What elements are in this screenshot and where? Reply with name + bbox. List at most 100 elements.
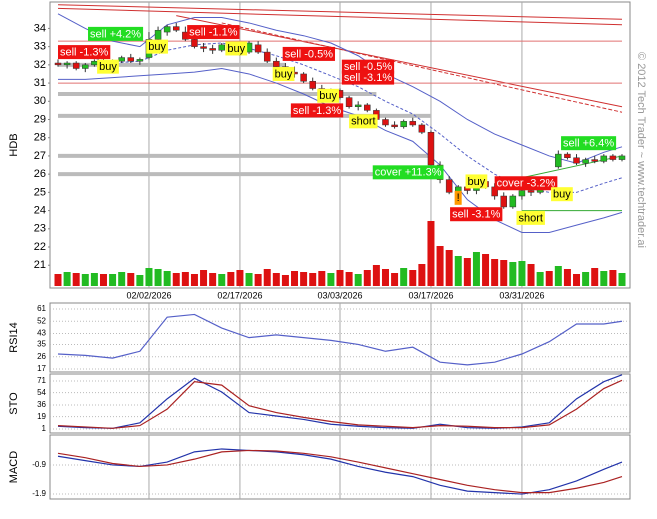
volume-bar (309, 273, 317, 286)
signal-box (372, 165, 444, 180)
volume-bar (418, 264, 426, 286)
volume-bar (582, 272, 590, 286)
y-tick-label: 27 (34, 150, 46, 162)
signal-box (341, 59, 395, 74)
y-tick-label: 29 (34, 113, 46, 125)
y-tick-label: 1 (42, 424, 47, 433)
volume-bar (445, 250, 453, 286)
volume-bar (372, 265, 380, 286)
candle-body (364, 104, 371, 111)
volume-bar (363, 270, 371, 286)
signal-label: sell +4.2% (90, 28, 141, 40)
signal-label: buy (99, 61, 117, 73)
volume-bar (281, 275, 289, 286)
volume-bar (509, 262, 517, 286)
volume-bar (254, 274, 262, 286)
y-tick-label: 26 (34, 168, 46, 180)
signal-box (225, 41, 248, 56)
volume-bar (127, 273, 135, 286)
volume-bar (318, 271, 326, 286)
signal-label: buy (227, 43, 245, 55)
signal-box (282, 46, 335, 61)
signal-box (516, 210, 545, 225)
trend-line (57, 4, 623, 20)
y-tick-label: 25 (34, 186, 46, 198)
y-tick-label: 54 (37, 388, 46, 397)
volume-bar (518, 261, 526, 286)
volume-bar (136, 275, 144, 286)
y-tick-label: 35 (37, 340, 46, 349)
candle-body (527, 190, 535, 193)
signal-label: sell -1.3% (60, 47, 109, 59)
volume-bar (300, 272, 308, 286)
volume-bar (545, 271, 553, 286)
volume-bar (236, 270, 244, 286)
candle-body (127, 57, 135, 62)
y-tick-label: 23 (34, 223, 46, 235)
y-tick-label: -1.9 (32, 489, 46, 498)
y-tick-label: 33 (34, 41, 46, 53)
signal-label: sell -1.3% (293, 105, 342, 117)
x-tick-label: 03/17/2026 (408, 290, 453, 300)
candle-body (391, 124, 398, 128)
signal-label: buy (553, 189, 571, 201)
y-tick-label: 61 (37, 304, 46, 313)
y-axis-label: STO (8, 392, 20, 415)
signal-label: sell -0.5% (344, 61, 393, 73)
y-tick-label: 21 (34, 259, 46, 271)
signal-box (187, 25, 240, 40)
volume-bar (54, 274, 62, 286)
candle-body (63, 62, 71, 66)
volume-bar (391, 273, 399, 286)
volume-bar (345, 272, 353, 286)
volume-bar (354, 274, 362, 286)
candle-body (382, 119, 389, 126)
candle-body (218, 44, 225, 51)
candle-body (400, 121, 407, 128)
candle-body (418, 124, 426, 133)
volume-bar (190, 274, 198, 286)
candle-body (564, 153, 571, 159)
volume-bar (554, 266, 562, 286)
volume-bar (291, 271, 299, 286)
signal-label: sell -3.1% (452, 209, 501, 221)
y-tick-label: 17 (37, 364, 46, 373)
volume-bar (400, 268, 408, 286)
volume-bar (381, 269, 389, 286)
volume-bar (245, 273, 253, 286)
y-axis-label: HDB (8, 133, 20, 156)
volume-bar (200, 270, 208, 286)
signal-box (494, 176, 558, 191)
indicator-line (57, 449, 623, 494)
candle-body (591, 159, 598, 162)
volume-bar (90, 273, 98, 286)
volume-bar (482, 254, 490, 286)
candle-body (345, 97, 353, 107)
y-tick-label: 71 (37, 376, 46, 385)
signal-label: buy (319, 90, 337, 102)
candle-body (509, 195, 517, 208)
signal-box (551, 187, 573, 202)
y-axis-label: RSI14 (8, 322, 20, 353)
volume-bar (163, 271, 171, 286)
candle-body (555, 153, 562, 168)
y-axis-label: MACD (8, 451, 20, 483)
candle-body (263, 51, 271, 62)
volume-bar (609, 270, 617, 286)
volume-bar (63, 272, 71, 286)
y-tick-label: 36 (37, 400, 46, 409)
candle-body (54, 62, 62, 66)
candle-body (354, 104, 362, 107)
volume-bar (145, 268, 153, 286)
watermark: © 2012 Tech Trader ~ www.techtrader.ai (635, 52, 647, 248)
signal-box (349, 114, 378, 129)
indicator-line (57, 313, 623, 366)
signal-label: buy (468, 176, 486, 188)
band-line (57, 13, 623, 164)
signal-label: sell -0.5% (285, 48, 334, 60)
candle-body (154, 29, 162, 40)
signal-label: short (351, 116, 375, 128)
y-tick-label: 24 (34, 204, 46, 216)
candle-body (254, 44, 262, 53)
